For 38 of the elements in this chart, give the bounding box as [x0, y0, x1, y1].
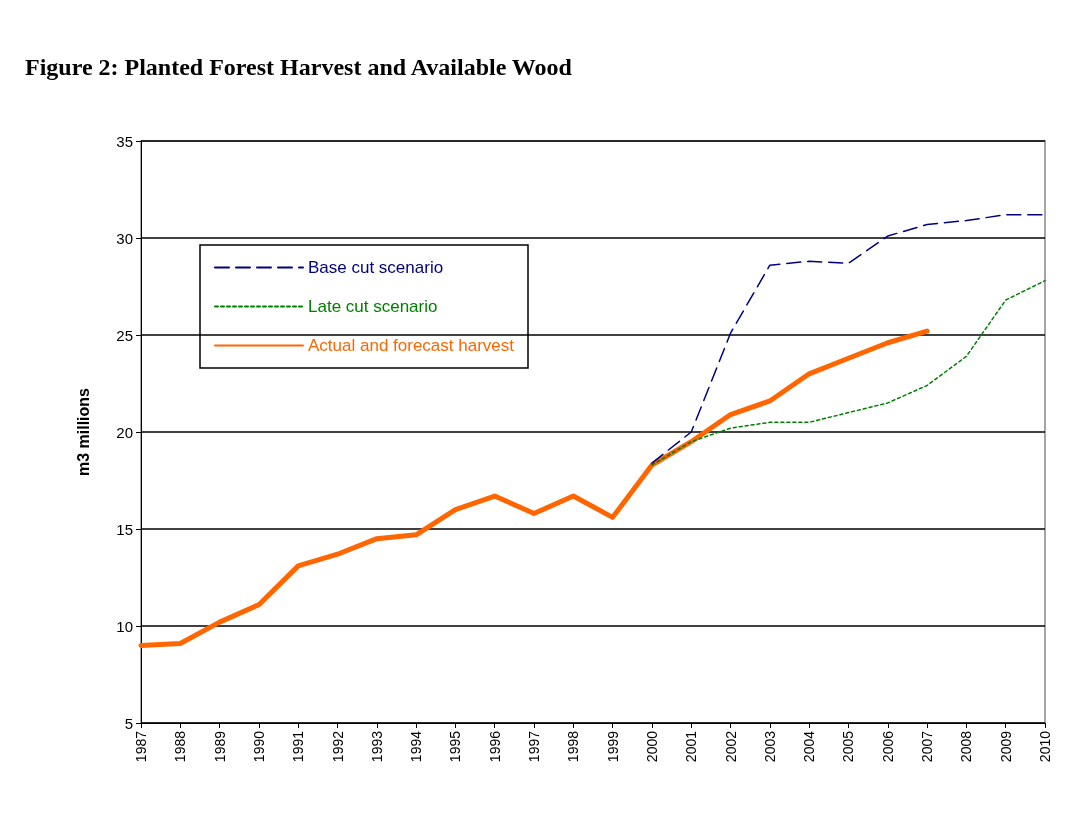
x-tick-label: 2000 — [643, 730, 660, 763]
x-tick-label: 1995 — [447, 730, 464, 763]
x-tick-label: 2008 — [958, 730, 975, 763]
y-tick-label: 35 — [116, 132, 133, 150]
x-tick-label: 2004 — [801, 730, 818, 763]
x-tick-label: 1994 — [408, 730, 425, 763]
x-tick-label: 1990 — [250, 730, 267, 763]
line-series — [651, 279, 1046, 466]
x-tick-label: 1996 — [486, 730, 503, 763]
x-tick-label: 1992 — [329, 730, 346, 763]
y-tick-label: 20 — [116, 423, 133, 441]
y-tick-label: 10 — [116, 617, 133, 635]
y-tick-label: 25 — [116, 326, 133, 344]
x-tick-label: 1991 — [290, 730, 307, 763]
y-tick-label: 5 — [124, 714, 133, 732]
x-tick-label: 1989 — [211, 730, 228, 763]
x-tick-label: 2009 — [997, 730, 1014, 763]
text: Base cut scenario — [308, 258, 444, 277]
chart-title: Figure 2: Planted Forest Harvest and Available Wood — [25, 54, 573, 80]
y-tick-label: 30 — [116, 229, 133, 247]
text: Actual and forecast harvest — [308, 336, 515, 355]
x-tick-label: 1998 — [565, 730, 582, 763]
x-tick-label: 2006 — [879, 730, 896, 763]
text: Late cut scenario — [308, 297, 438, 316]
x-tick-label: 2010 — [1037, 730, 1053, 763]
x-tick-label: 1999 — [604, 730, 621, 763]
x-tick-label: 2005 — [840, 730, 857, 763]
y-tick-label: 15 — [116, 520, 133, 538]
y-axis-title: m3 millions — [74, 387, 92, 477]
line-series — [651, 213, 1046, 464]
x-tick-label: 1987 — [133, 730, 149, 763]
x-tick-label: 1988 — [172, 730, 189, 763]
x-tick-label: 1993 — [368, 730, 385, 763]
x-tick-label: 1997 — [526, 730, 543, 763]
x-tick-label: 2007 — [919, 730, 936, 763]
x-tick-label: 2002 — [722, 730, 739, 763]
x-tick-label: 2001 — [683, 730, 700, 763]
x-tick-label: 2003 — [761, 730, 778, 763]
